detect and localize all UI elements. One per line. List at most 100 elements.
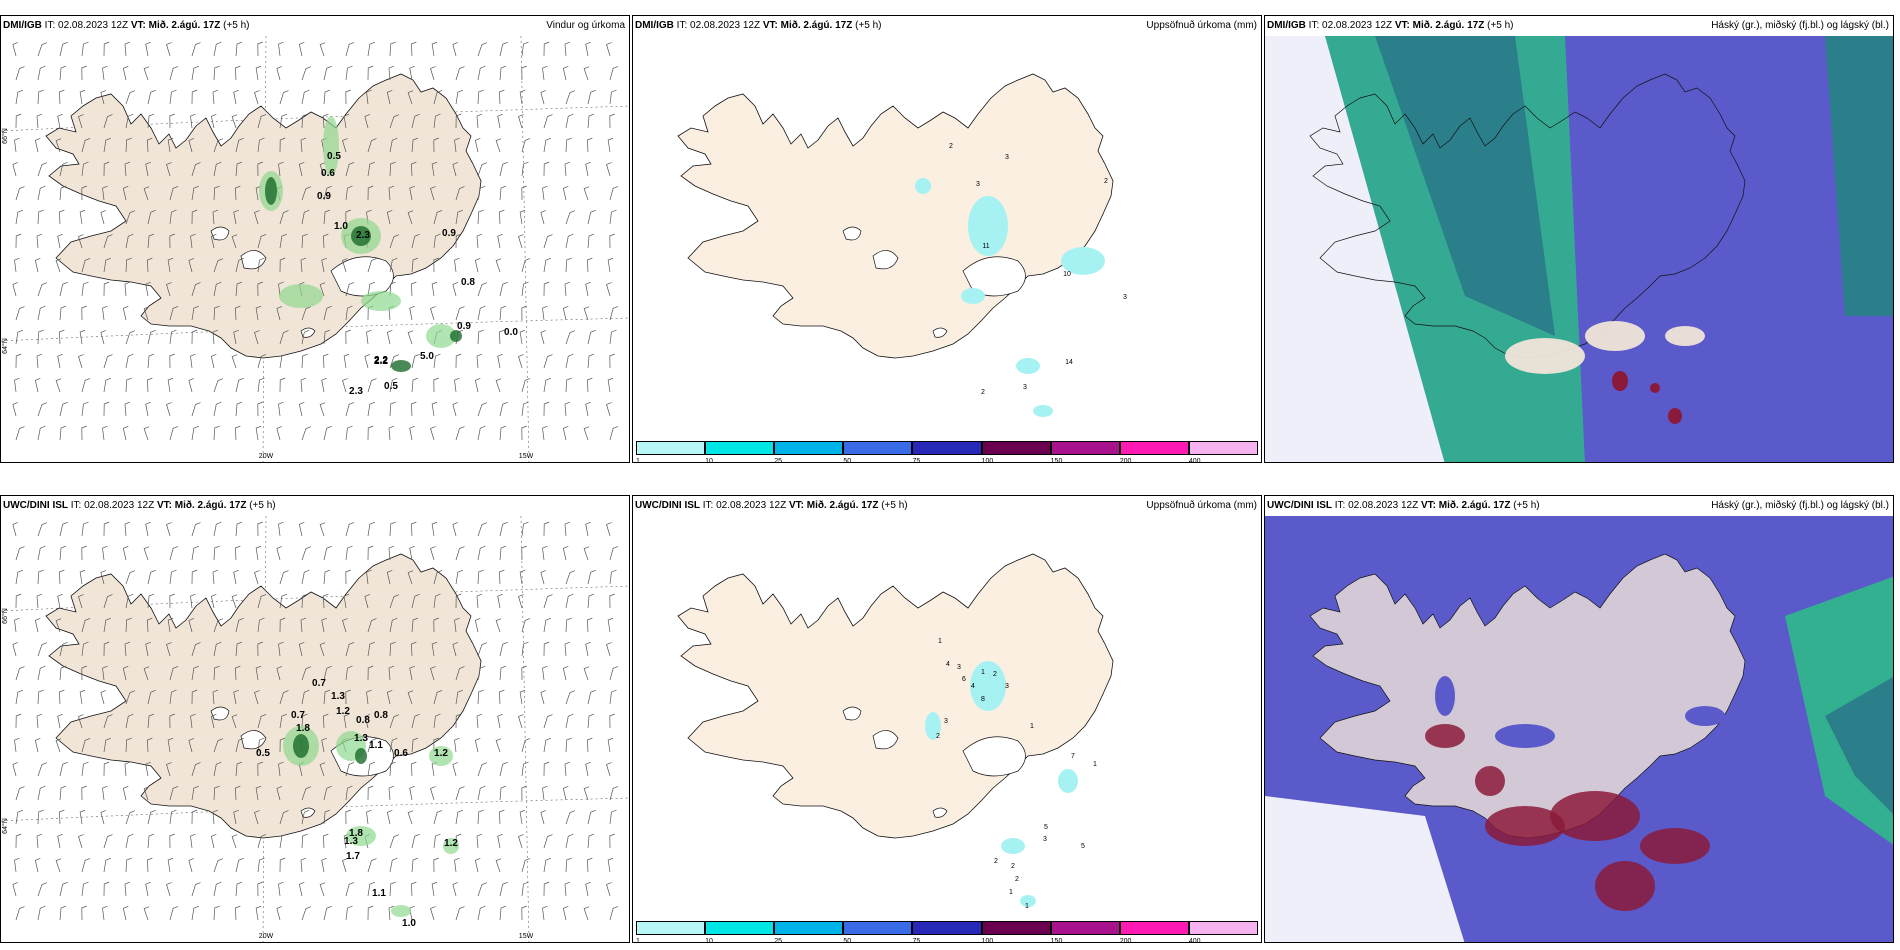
wind-barb bbox=[565, 617, 572, 633]
wind-barb bbox=[521, 281, 529, 297]
wind-barb bbox=[564, 161, 571, 177]
precip-value-label: 1.7 bbox=[346, 851, 360, 862]
wind-barb bbox=[345, 905, 353, 921]
wind-barb bbox=[213, 761, 222, 777]
wind-barb bbox=[233, 329, 239, 345]
wind-barb bbox=[587, 89, 596, 105]
wind-barb bbox=[543, 161, 550, 177]
wind-barb bbox=[169, 233, 175, 249]
wind-barb bbox=[499, 881, 508, 897]
wind-barb bbox=[278, 881, 284, 897]
wind-barb bbox=[257, 161, 263, 177]
wind-barb bbox=[499, 905, 507, 921]
wind-barb bbox=[409, 65, 415, 81]
wind-barb bbox=[499, 809, 505, 825]
wind-barb bbox=[231, 114, 238, 129]
wind-barb bbox=[476, 833, 483, 849]
precip-value-label: 1 bbox=[981, 669, 985, 676]
wind-barb bbox=[455, 786, 465, 801]
wind-barb bbox=[366, 689, 372, 705]
wind-barb bbox=[78, 714, 84, 729]
wind-barb bbox=[12, 642, 19, 657]
wind-barb bbox=[433, 593, 441, 609]
wind-barb bbox=[583, 426, 590, 441]
wind-barb bbox=[34, 137, 41, 153]
wind-barb bbox=[477, 762, 488, 777]
wind-barb bbox=[15, 809, 24, 825]
wind-barb bbox=[79, 329, 86, 345]
wind-barb bbox=[81, 761, 89, 777]
wind-barb bbox=[609, 426, 619, 441]
wind-barb bbox=[279, 833, 288, 849]
wind-barb bbox=[323, 353, 329, 369]
wind-barb bbox=[255, 65, 262, 81]
wind-barb bbox=[367, 881, 376, 897]
wind-barb bbox=[367, 425, 374, 441]
wind-barb bbox=[59, 641, 68, 657]
wind-barb bbox=[37, 89, 44, 105]
wind-barb bbox=[323, 65, 332, 81]
wind-barb bbox=[231, 714, 238, 729]
wind-barb bbox=[607, 137, 614, 153]
wind-barb bbox=[191, 522, 201, 537]
wind-barb bbox=[103, 377, 112, 393]
wind-barb bbox=[213, 65, 220, 81]
wind-barb bbox=[169, 666, 179, 681]
wind-barb bbox=[411, 353, 420, 369]
wind-barb bbox=[125, 570, 136, 585]
wind-barb bbox=[191, 329, 198, 345]
map-area: 2 3 3 2 11 10 3 14 2 3 bbox=[633, 36, 1261, 462]
wind-barb bbox=[15, 306, 25, 321]
wind-barb bbox=[125, 210, 136, 225]
wind-barb bbox=[167, 737, 174, 753]
wind-barb bbox=[235, 161, 243, 177]
wind-barb bbox=[452, 42, 459, 57]
wind-barb bbox=[543, 377, 552, 393]
wind-barb bbox=[389, 641, 396, 657]
wind-barb bbox=[609, 666, 619, 681]
wind-barb bbox=[607, 257, 614, 273]
wind-barb bbox=[343, 113, 350, 129]
wind-barb bbox=[143, 426, 150, 441]
colorbar-label: 75 bbox=[912, 458, 921, 463]
wind-barb bbox=[169, 66, 179, 81]
wind-barb bbox=[166, 882, 172, 897]
wind-barb bbox=[15, 329, 24, 345]
wind-barb bbox=[411, 401, 417, 417]
wind-barb bbox=[191, 282, 201, 297]
wind-barb bbox=[301, 906, 312, 921]
wind-barb bbox=[169, 426, 179, 441]
glacier-outline bbox=[962, 736, 1026, 777]
wind-barb bbox=[562, 185, 569, 201]
wind-barb bbox=[477, 329, 484, 345]
wind-barb bbox=[257, 594, 267, 609]
wind-barb bbox=[37, 785, 46, 801]
wind-barb bbox=[345, 785, 353, 801]
panel-header: DMI/IGB IT: 02.08.2023 12Z VT: Mið. 2.ág… bbox=[1265, 16, 1893, 36]
wind-barb bbox=[564, 761, 571, 777]
wind-barb bbox=[255, 785, 262, 801]
clear-area bbox=[1265, 36, 1445, 462]
wind-barb bbox=[213, 41, 222, 57]
wind-barb bbox=[562, 785, 569, 801]
colorbar-swatch bbox=[912, 441, 982, 455]
wind-barb bbox=[565, 810, 576, 825]
wind-barb bbox=[122, 785, 129, 801]
wind-barb bbox=[455, 713, 462, 729]
colorbar-swatch bbox=[705, 441, 775, 455]
precip-value-label: 1.1 bbox=[369, 740, 383, 751]
wind-barb bbox=[188, 378, 195, 393]
wind-barb bbox=[59, 281, 68, 297]
wind-barb bbox=[301, 329, 310, 345]
wind-barb bbox=[386, 209, 393, 225]
wind-barb bbox=[57, 233, 63, 249]
wind-barb bbox=[166, 282, 172, 297]
wind-barb bbox=[210, 113, 217, 129]
wind-barb bbox=[477, 305, 486, 321]
wind-barb bbox=[231, 354, 238, 369]
wind-barb bbox=[343, 713, 350, 729]
lat-label: 66°N bbox=[1, 128, 9, 144]
source-label: DMI/IGB bbox=[1267, 20, 1306, 31]
wind-barb bbox=[519, 329, 526, 345]
wind-barb bbox=[122, 665, 129, 681]
